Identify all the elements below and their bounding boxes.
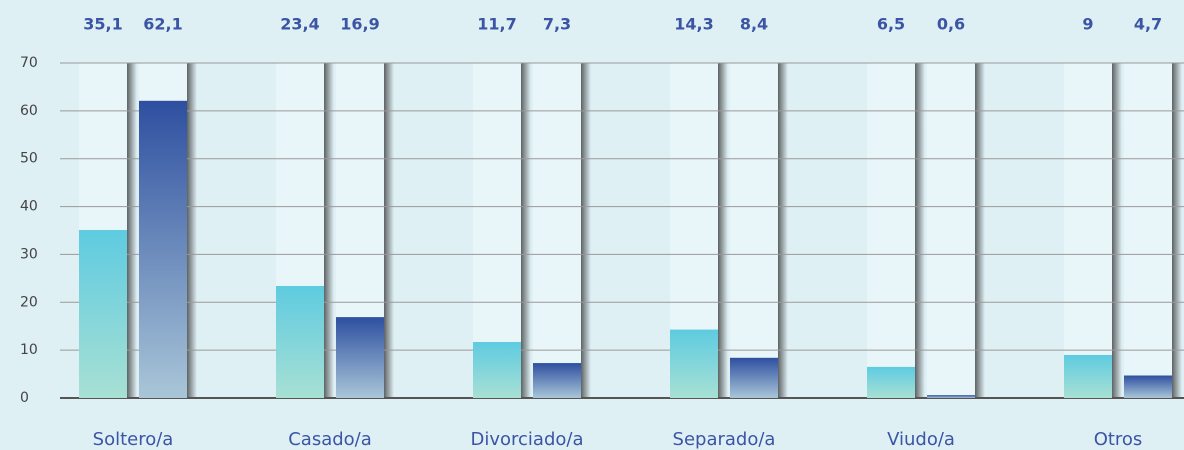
value-label: 4,7 bbox=[1134, 15, 1162, 34]
y-tick-label: 20 bbox=[20, 294, 38, 310]
bar-column bbox=[730, 63, 778, 398]
column-shadow bbox=[127, 63, 137, 398]
column-shadow bbox=[384, 63, 394, 398]
y-tick-label: 30 bbox=[20, 246, 38, 262]
bar bbox=[1064, 354, 1112, 398]
bar bbox=[336, 317, 384, 398]
value-label: 6,5 bbox=[877, 15, 905, 34]
column-shadow bbox=[324, 63, 334, 398]
column-shadow bbox=[778, 63, 788, 398]
column-shadow bbox=[718, 63, 728, 398]
bar bbox=[473, 342, 521, 398]
bar-column bbox=[927, 63, 975, 398]
y-tick-label: 40 bbox=[20, 199, 38, 215]
y-tick-label: 50 bbox=[20, 151, 38, 167]
column-shadow bbox=[521, 63, 531, 398]
bar-column bbox=[867, 63, 915, 398]
column-shadow bbox=[1112, 63, 1122, 398]
y-tick-label: 70 bbox=[20, 55, 38, 71]
value-label: 35,1 bbox=[83, 15, 122, 34]
x-tick-label: Divorciado/a bbox=[471, 429, 584, 450]
bar bbox=[139, 100, 187, 399]
value-label: 8,4 bbox=[740, 15, 768, 34]
value-label: 23,4 bbox=[280, 15, 319, 34]
column-shadow bbox=[975, 63, 985, 398]
column-shadow bbox=[581, 63, 591, 398]
column-shadow bbox=[915, 63, 925, 398]
x-tick-label: Otros bbox=[1094, 429, 1143, 450]
bar bbox=[533, 363, 581, 398]
y-tick-label: 0 bbox=[20, 390, 29, 406]
bar bbox=[79, 230, 127, 398]
column-shadow bbox=[1172, 63, 1182, 398]
value-label: 14,3 bbox=[674, 15, 713, 34]
value-label: 16,9 bbox=[340, 15, 379, 34]
bar bbox=[867, 366, 915, 398]
value-label: 11,7 bbox=[477, 15, 516, 34]
bar-column bbox=[1064, 63, 1112, 398]
bar bbox=[670, 329, 718, 398]
x-tick-label: Viudo/a bbox=[887, 429, 955, 450]
bar bbox=[730, 357, 778, 398]
y-tick-label: 60 bbox=[20, 103, 38, 119]
value-label: 9 bbox=[1082, 15, 1093, 34]
bar bbox=[1124, 375, 1172, 398]
value-label: 62,1 bbox=[143, 15, 182, 34]
x-tick-label: Casado/a bbox=[288, 429, 372, 450]
bar bbox=[276, 286, 324, 398]
bar-column bbox=[533, 63, 581, 398]
column-shadow bbox=[187, 63, 197, 398]
value-label: 0,6 bbox=[937, 15, 965, 34]
bar-column bbox=[1124, 63, 1172, 398]
x-tick-label: Separado/a bbox=[673, 429, 776, 450]
y-tick-label: 10 bbox=[20, 342, 38, 358]
x-tick-label: Soltero/a bbox=[93, 429, 174, 450]
value-label: 7,3 bbox=[543, 15, 571, 34]
bar bbox=[927, 395, 975, 398]
